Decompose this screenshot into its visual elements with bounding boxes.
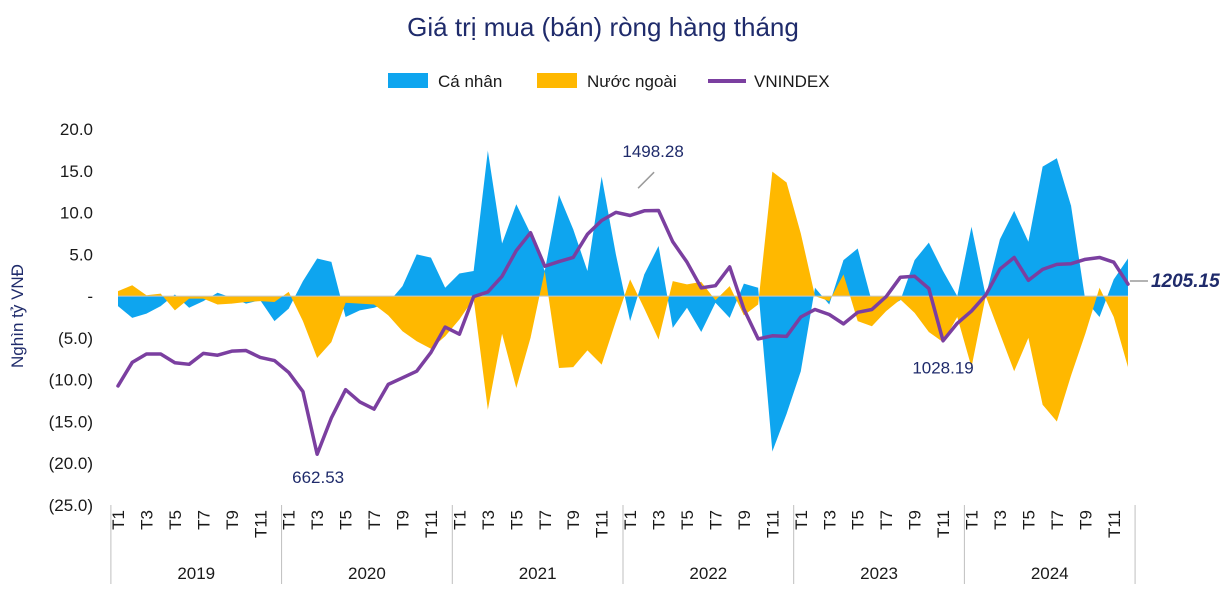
month-tick-label: T7 (536, 510, 555, 530)
month-tick-label: T11 (593, 510, 612, 538)
year-label: 2023 (860, 564, 898, 583)
month-tick-label: T1 (109, 510, 128, 530)
month-tick-label: T9 (1076, 510, 1095, 530)
month-tick-label: T9 (564, 510, 583, 530)
annotation-label: 1498.28 (622, 142, 683, 161)
month-tick-label: T7 (1048, 510, 1067, 530)
legend-item-ca-nhan: Cá nhân (388, 72, 502, 91)
y-tick-label: (25.0) (49, 496, 93, 515)
month-tick-label: T3 (308, 510, 327, 530)
y-tick-label: 15.0 (60, 162, 93, 181)
y-tick-label: (15.0) (49, 412, 93, 431)
legend: Cá nhân Nước ngoài VNINDEX (388, 72, 830, 91)
month-tick-label: T9 (223, 510, 242, 530)
month-tick-label: T11 (934, 510, 953, 538)
y-tick-label: 20.0 (60, 120, 93, 139)
legend-label-vnindex: VNINDEX (754, 72, 830, 91)
month-tick-label: T11 (1105, 510, 1124, 538)
month-tick-label: T9 (735, 510, 754, 530)
line-vnindex (116, 208, 1130, 456)
month-tick-label: T7 (706, 510, 725, 530)
legend-item-vnindex: VNINDEX (708, 72, 830, 91)
legend-label-nuoc-ngoai: Nước ngoài (587, 72, 677, 91)
month-tick-label: T11 (763, 510, 782, 538)
month-tick-label: T9 (394, 510, 413, 530)
month-tick-label: T7 (877, 510, 896, 530)
legend-swatch-nuoc-ngoai (537, 73, 577, 88)
y-axis-label: Nghìn tỷ VNĐ (8, 264, 27, 368)
month-tick-label: T9 (906, 510, 925, 530)
month-tick-label: T3 (479, 510, 498, 530)
month-tick-label: T1 (621, 510, 640, 530)
month-tick-label: T5 (337, 510, 356, 530)
year-label: 2019 (177, 564, 215, 583)
y-axis-ticks: 20.0 15.0 10.0 5.0 - (5.0) (10.0) (15.0) (20.0) (… (49, 120, 93, 515)
year-label: 2024 (1031, 564, 1069, 583)
month-tick-label: T5 (507, 510, 526, 530)
series-vnindex (116, 208, 1130, 456)
month-tick-label: T1 (450, 510, 469, 530)
month-tick-label: T7 (194, 510, 213, 530)
month-tick-label: T3 (137, 510, 156, 530)
month-tick-label: T11 (251, 510, 270, 538)
y-tick-label: 5.0 (69, 245, 93, 264)
chart-title: Giá trị mua (bán) ròng hàng tháng (407, 12, 799, 42)
month-tick-label: T3 (820, 510, 839, 530)
month-tick-label: T7 (365, 510, 384, 530)
y-tick-label: - (87, 287, 93, 306)
month-tick-label: T11 (422, 510, 441, 538)
y-tick-label: 10.0 (60, 204, 93, 223)
x-axis: 2019 T1 T3 T5 T7 T9 T11 2020 T1 T3 T5 T7 T9 T11 2021 T1… (109, 505, 1136, 584)
month-tick-label: T1 (792, 510, 811, 530)
y-tick-label: (5.0) (58, 329, 93, 348)
year-label: 2020 (348, 564, 386, 583)
year-label: 2022 (689, 564, 727, 583)
y-tick-label: (10.0) (49, 371, 93, 390)
legend-item-nuoc-ngoai: Nước ngoài (537, 72, 677, 91)
month-tick-label: T5 (166, 510, 185, 530)
annotations: 662.53 1498.28 1028.19 1205.15 (292, 142, 1220, 487)
year-label: 2021 (519, 564, 557, 583)
annotation-label: 662.53 (292, 468, 344, 487)
annotation-label: 1028.19 (912, 359, 973, 378)
month-tick-label: T5 (1019, 510, 1038, 530)
month-tick-label: T3 (650, 510, 669, 530)
legend-swatch-ca-nhan (388, 73, 428, 88)
legend-label-ca-nhan: Cá nhân (438, 72, 502, 91)
month-tick-label: T5 (678, 510, 697, 530)
month-tick-label: T3 (991, 510, 1010, 530)
month-tick-label: T1 (280, 510, 299, 530)
month-tick-label: T5 (849, 510, 868, 530)
month-tick-label: T1 (963, 510, 982, 530)
y-tick-label: (20.0) (49, 454, 93, 473)
annotation-label: 1205.15 (1151, 271, 1220, 292)
annotation-leader (637, 171, 655, 189)
